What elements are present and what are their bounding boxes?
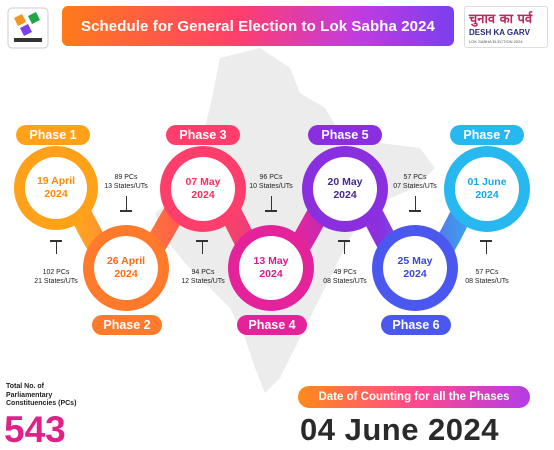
logo-hindi-text: चुनाव का पर्व — [469, 12, 533, 27]
chunav-ka-parv-logo: चुनाव का पर्व DESH KA GARV LOK SABHA ELE… — [464, 6, 548, 48]
phase-7-info: 57 PCs 08 States/UTs — [444, 268, 530, 286]
page-title: Schedule for General Election to Lok Sab… — [81, 17, 435, 35]
phase-3-date: 07 May — [185, 176, 221, 188]
phase-7-year: 2024 — [475, 189, 499, 201]
phase-7-label: Phase 7 — [450, 125, 524, 145]
phase-2-tick — [120, 210, 132, 212]
phase-1-year: 2024 — [44, 188, 68, 200]
total-pcs-label: Total No. of Parliamentary Constituencie… — [6, 383, 76, 409]
phase-2-circle: 26 April 2024 — [83, 225, 169, 311]
phase-2-date: 26 April — [106, 255, 146, 267]
phase-2-label: Phase 2 — [92, 315, 162, 335]
phase-4-label: Phase 4 — [237, 315, 307, 335]
phase-1-date: 19 April — [36, 175, 76, 187]
phase-5-pcs: 49 PCs — [333, 269, 357, 276]
phase-4-stem — [270, 196, 272, 210]
phase-6-label: Phase 6 — [381, 315, 451, 335]
phase-6-pcs: 57 PCs — [403, 174, 427, 181]
phase-5-circle: 20 May 2024 — [302, 146, 388, 232]
phase-1-info: 102 PCs 21 States/UTs — [14, 268, 98, 286]
header-banner: Schedule for General Election to Lok Sab… — [62, 6, 454, 46]
phase-4-tick — [265, 210, 277, 212]
total-label-line-3: Constituencies (PCs) — [6, 400, 77, 407]
phase-2-info: 89 PCs 13 States/UTs — [84, 173, 168, 191]
phase-1-pcs: 102 PCs — [42, 269, 70, 276]
phase-4-states: 10 States/UTs — [249, 183, 293, 190]
phase-3-circle: 07 May 2024 — [160, 146, 246, 232]
phase-3-states: 12 States/UTs — [181, 278, 225, 285]
phase-4-year: 2024 — [259, 268, 283, 280]
phase-1-circle: 19 April 2024 — [14, 146, 98, 230]
phase-7-states: 08 States/UTs — [465, 278, 509, 285]
phase-5-date: 20 May — [327, 176, 363, 188]
eci-logo — [6, 6, 50, 50]
phase-2-pcs: 89 PCs — [114, 174, 138, 181]
phase-3-pcs: 94 PCs — [191, 269, 215, 276]
total-label-line-1: Total No. of — [6, 383, 44, 390]
phase-4-info: 96 PCs 10 States/UTs — [228, 173, 314, 191]
phase-1-states: 21 States/UTs — [34, 278, 78, 285]
counting-date: 04 June 2024 — [300, 412, 500, 447]
phase-5-year: 2024 — [333, 189, 357, 201]
logo-sub-text: LOK SABHA ELECTION 2024 — [469, 39, 523, 44]
phase-4-date: 13 May — [253, 255, 289, 267]
phase-7-circle: 01 June 2024 — [444, 146, 530, 232]
phase-7-date: 01 June — [467, 176, 507, 188]
phase-6-circle: 25 May 2024 — [372, 225, 458, 311]
phase-5-info: 49 PCs 08 States/UTs — [302, 268, 388, 286]
phase-2-stem — [125, 196, 127, 210]
phase-6-tick — [409, 210, 421, 212]
total-label-line-2: Parliamentary — [6, 391, 53, 399]
phase-3-label: Phase 3 — [166, 125, 240, 145]
phase-5-stem — [343, 240, 345, 254]
phase-5-states: 08 States/UTs — [323, 278, 367, 285]
total-pcs-value: 543 — [4, 409, 66, 450]
phase-6-date: 25 May — [397, 255, 433, 267]
phase-1-stem — [55, 240, 57, 254]
phase-3-stem — [201, 240, 203, 254]
phase-3-info: 94 PCs 12 States/UTs — [160, 268, 246, 286]
phase-6-info: 57 PCs 07 States/UTs — [372, 173, 458, 191]
phase-1-label: Phase 1 — [16, 125, 90, 145]
counting-label: Date of Counting for all the Phases — [298, 386, 530, 408]
phase-7-pcs: 57 PCs — [475, 269, 499, 276]
phase-2-year: 2024 — [114, 268, 138, 280]
phase-6-stem — [414, 196, 416, 210]
phase-5-label: Phase 5 — [308, 125, 382, 145]
phase-2-states: 13 States/UTs — [104, 183, 148, 190]
phase-3-year: 2024 — [191, 189, 215, 201]
phase-6-year: 2024 — [403, 268, 427, 280]
logo-english-text: DESH KA GARV — [469, 28, 530, 37]
phase-4-pcs: 96 PCs — [259, 174, 283, 181]
phase-7-stem — [485, 240, 487, 254]
phase-4-circle: 13 May 2024 — [228, 225, 314, 311]
phase-6-states: 07 States/UTs — [393, 183, 437, 190]
